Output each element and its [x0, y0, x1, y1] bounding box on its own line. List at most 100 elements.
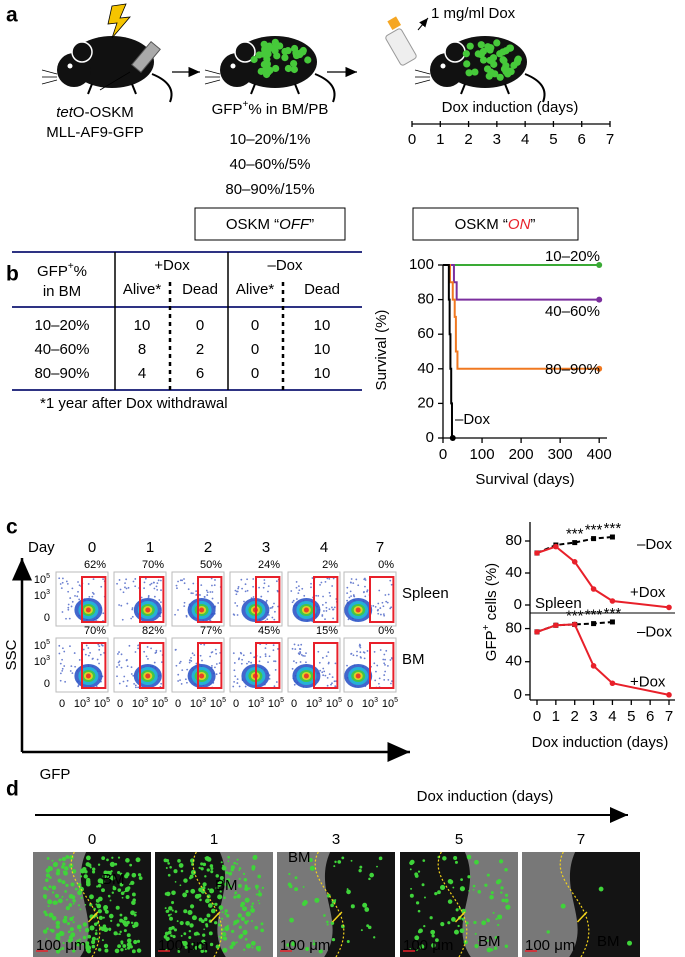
- gfp-cell: [96, 903, 102, 909]
- flow-event: [156, 582, 159, 585]
- gfp-cell: [326, 920, 329, 924]
- gfp-cell: [237, 913, 242, 918]
- flow-y-tick-part: 3: [46, 589, 50, 596]
- flow-density: [199, 673, 205, 679]
- dose-label: 1 mg/ml Dox: [431, 5, 516, 22]
- flow-gate: [313, 576, 339, 623]
- gfp-cell: [202, 862, 207, 867]
- flow-event: [192, 582, 195, 585]
- gate-percent: 82%: [142, 625, 164, 637]
- flow-gate: [369, 642, 395, 689]
- flow-event: [183, 601, 186, 604]
- flow-event: [120, 666, 123, 669]
- flow-event: [268, 677, 271, 680]
- flow-event: [211, 584, 213, 587]
- gfp-cell: [221, 911, 224, 914]
- gfp-cell: [458, 907, 461, 910]
- gfp-cell: [194, 946, 199, 950]
- flow-event: [215, 663, 218, 665]
- gfp-cell: [199, 898, 202, 902]
- flow-event: [387, 593, 390, 596]
- series-label: –Dox: [637, 536, 673, 553]
- flow-event: [327, 651, 330, 654]
- mouse-gfp-cell: [471, 68, 479, 76]
- mouse-gfp-cell: [290, 44, 299, 53]
- gfp-cell: [131, 949, 136, 954]
- gfp-cell: [79, 908, 82, 911]
- gfp-cell: [96, 937, 99, 941]
- flow-event: [300, 653, 303, 656]
- table-cell: 0: [251, 317, 259, 334]
- gfp-cell: [126, 942, 132, 948]
- bone: [462, 852, 518, 957]
- flow-event: [379, 607, 382, 609]
- significance: ***: [604, 520, 622, 537]
- flow-density: [303, 607, 309, 613]
- gfp-cell: [84, 869, 88, 874]
- gfp-cell: [187, 909, 193, 916]
- gfp-cell: [318, 949, 323, 954]
- gfp-cell: [440, 922, 445, 927]
- gfp-cell: [242, 929, 248, 935]
- flow-event: [76, 595, 79, 598]
- flow-event: [377, 612, 380, 615]
- gfp-cell: [123, 890, 126, 893]
- mouse-gfp-cell: [260, 50, 268, 58]
- gfp-point: [571, 559, 578, 565]
- mouse-icon: [41, 36, 173, 103]
- gfp-cell: [68, 893, 74, 899]
- gfp-cell: [238, 934, 243, 939]
- gfp-cell: [94, 932, 98, 935]
- flow-event: [153, 587, 156, 590]
- gfp-cell: [123, 929, 127, 933]
- mouse-gfp-cell: [272, 64, 280, 73]
- pointer-arrow: [454, 911, 466, 923]
- flow-x-tick-part: 10: [152, 698, 164, 710]
- flow-event: [85, 644, 88, 647]
- gfp-cell: [66, 922, 71, 926]
- gfp-cell: [61, 865, 65, 869]
- gfp-cell: [250, 940, 256, 946]
- day-label: 3: [262, 539, 270, 556]
- gfp-cell: [500, 891, 503, 894]
- gfp-cell: [62, 862, 66, 866]
- gfp-cell: [410, 887, 413, 890]
- scale-bar-label: 100 μm: [403, 937, 453, 954]
- flow-event: [120, 604, 123, 607]
- y-tick-label: 40: [505, 653, 522, 670]
- gfp-cell: [136, 939, 141, 943]
- gfp-cell: [414, 935, 420, 941]
- gfp-cell: [61, 880, 66, 885]
- flow-event: [130, 617, 133, 620]
- mouse-gfp-cell: [284, 47, 292, 55]
- flow-x-tick-part: 3: [260, 697, 264, 704]
- flow-event: [240, 662, 243, 665]
- gfp-cell: [164, 907, 167, 910]
- gfp-cell: [236, 862, 239, 865]
- gfp-cell: [246, 920, 249, 923]
- flow-event: [294, 648, 297, 650]
- significance: ***: [566, 607, 584, 624]
- gfp-cell: [409, 893, 414, 898]
- flow-event: [137, 644, 139, 647]
- flow-event: [243, 600, 245, 603]
- gfp-cell: [257, 874, 262, 879]
- flow-event: [321, 615, 324, 617]
- flow-event: [233, 669, 236, 672]
- flow-event: [232, 652, 235, 655]
- flow-event: [116, 666, 118, 668]
- flow-event: [237, 587, 240, 590]
- table-header: Dead: [182, 281, 218, 298]
- flow-event: [297, 644, 300, 647]
- flow-event: [384, 663, 386, 666]
- gfp-cell: [200, 949, 205, 953]
- gfp-cell: [65, 883, 69, 887]
- gfp-cell: [238, 877, 241, 880]
- flow-event: [363, 657, 366, 660]
- gfp-cell: [447, 878, 453, 884]
- flow-event: [274, 669, 277, 671]
- flow-event: [150, 582, 153, 585]
- gfp-cell: [455, 908, 459, 912]
